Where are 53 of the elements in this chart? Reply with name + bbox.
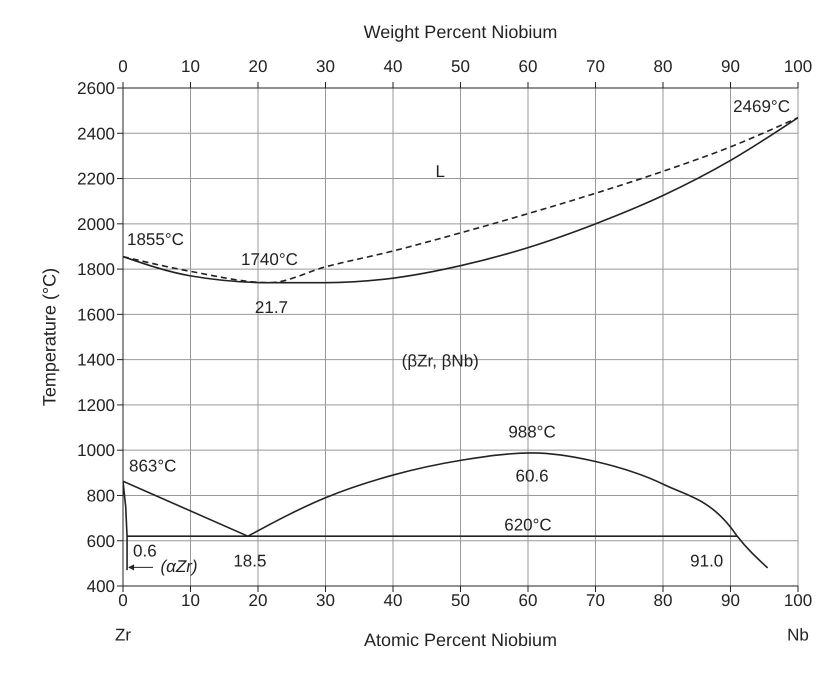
x-tick-label: 100	[784, 591, 812, 610]
y-tick-label: 1400	[77, 350, 115, 370]
y-tick-label: 800	[86, 486, 115, 506]
y-axis-title: Temperature (°C)	[39, 268, 60, 406]
x-axis-title: Atomic Percent Niobium	[364, 630, 558, 650]
y-tick-label: 1600	[77, 305, 115, 324]
x2-tick-label: 60	[518, 57, 538, 76]
x-tick-label: 30	[316, 591, 335, 610]
x-tick-label: 60	[518, 591, 538, 610]
annotation: 0.6	[133, 542, 157, 561]
y-tick-label: 2200	[77, 170, 115, 189]
annotation: (βZr, βNb)	[402, 351, 479, 370]
y-tick-label: 2400	[77, 124, 115, 144]
x-tick-label: 90	[721, 591, 740, 610]
x2-axis-title: Weight Percent Niobium	[364, 22, 558, 42]
x-tick-label: 40	[384, 591, 402, 610]
x2-tick-label: 70	[586, 57, 605, 76]
annotation: 60.6	[516, 466, 549, 486]
text: Zr	[114, 625, 132, 644]
x2-tick-label: 100	[784, 57, 812, 76]
annotation: 863°C	[129, 456, 176, 476]
y-tick-label: 400	[86, 577, 115, 596]
y-tick-label: 1800	[77, 260, 115, 280]
annotation: L	[436, 162, 445, 182]
x2-tick-label: 30	[316, 57, 335, 76]
annotation: 620°C	[504, 516, 552, 535]
x2-tick-label: 90	[721, 57, 740, 76]
x-tick-label: 50	[451, 591, 470, 610]
x2-tick-label: 40	[384, 57, 402, 76]
x-tick-label: 80	[654, 591, 672, 610]
y-tick-label: 1200	[77, 396, 115, 415]
x-tick-label: 70	[586, 591, 605, 610]
y-tick-label: 1000	[77, 441, 115, 460]
x-tick-label: 0	[118, 591, 128, 610]
annotation: 18.5	[233, 552, 266, 571]
annotation: (αZr)	[160, 556, 198, 576]
annotation: 21.7	[254, 298, 288, 318]
x2-tick-label: 0	[118, 57, 128, 76]
x2-tick-label: 10	[181, 57, 200, 76]
x2-tick-label: 50	[451, 57, 470, 76]
x2-tick-label: 20	[248, 57, 268, 76]
annotation: 91.0	[690, 552, 724, 571]
text: Nb	[787, 625, 809, 644]
y-tick-label: 600	[86, 532, 115, 551]
annotation: 1855°C	[127, 230, 184, 250]
annotation: 988°C	[508, 422, 556, 442]
x2-tick-label: 80	[654, 57, 672, 76]
x-tick-label: 10	[181, 591, 200, 610]
annotation: 1740°C	[241, 250, 298, 270]
y-tick-label: 2600	[77, 79, 115, 98]
annotation: 2469°C	[733, 97, 790, 116]
y-tick-label: 2000	[77, 214, 115, 234]
x-tick-label: 20	[248, 591, 268, 610]
